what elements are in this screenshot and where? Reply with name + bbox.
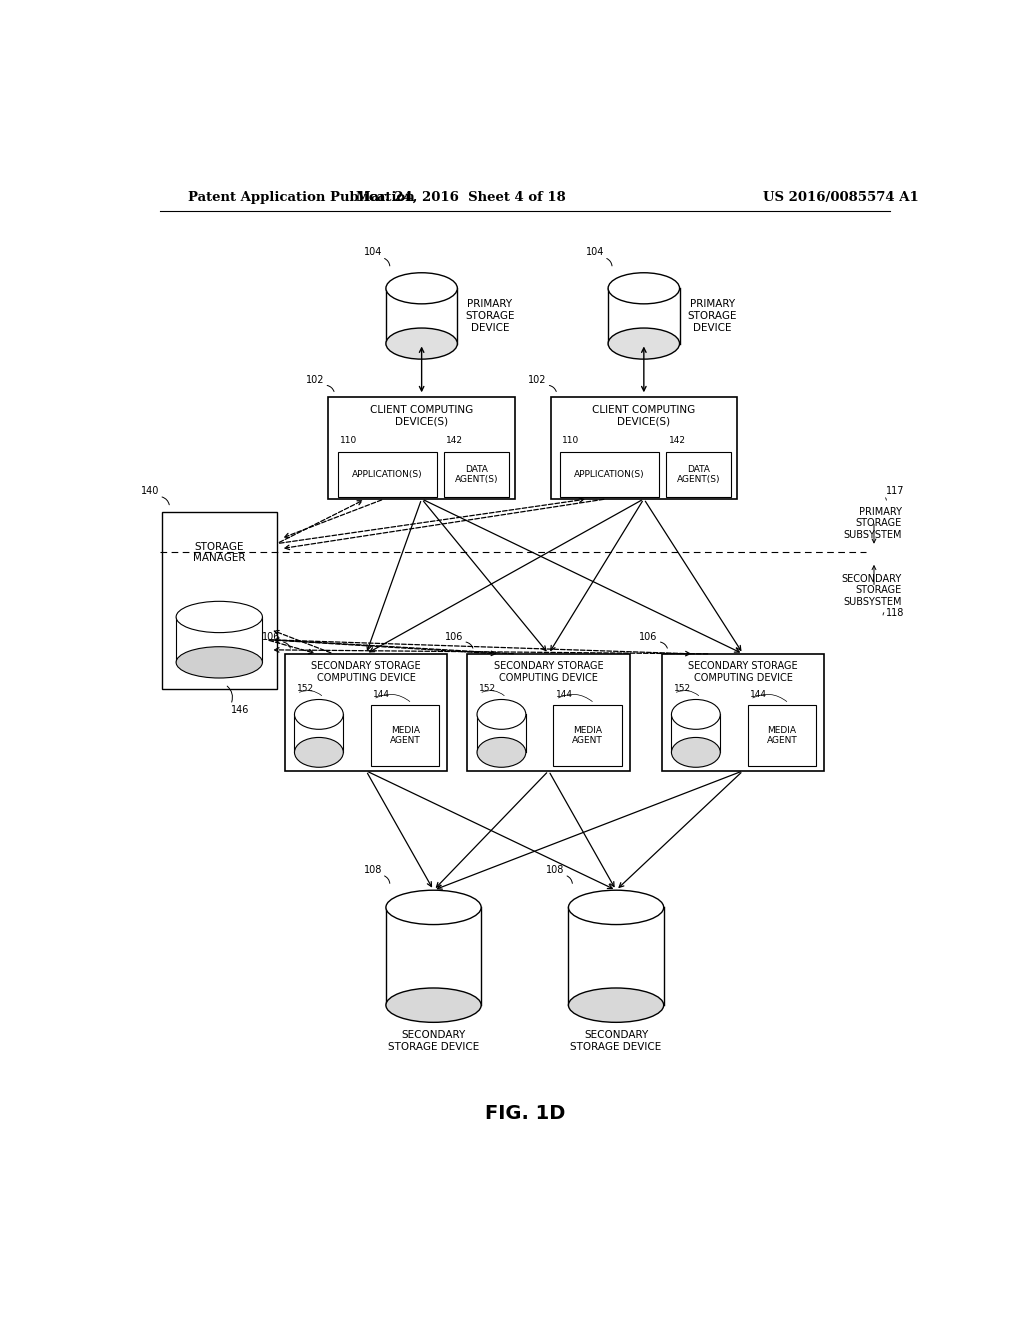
Bar: [551, 397, 737, 499]
Text: APPLICATION(S): APPLICATION(S): [352, 470, 423, 479]
Bar: [386, 907, 481, 1005]
Text: PRIMARY
STORAGE
DEVICE: PRIMARY STORAGE DEVICE: [687, 300, 737, 333]
Text: SECONDARY STORAGE
COMPUTING DEVICE: SECONDARY STORAGE COMPUTING DEVICE: [494, 661, 603, 682]
Ellipse shape: [176, 602, 262, 632]
Bar: [329, 397, 515, 499]
Bar: [667, 453, 731, 496]
Ellipse shape: [568, 987, 664, 1023]
Text: APPLICATION(S): APPLICATION(S): [574, 470, 645, 479]
Ellipse shape: [386, 890, 481, 924]
Ellipse shape: [568, 890, 664, 924]
Text: MEDIA
AGENT: MEDIA AGENT: [390, 726, 421, 746]
Ellipse shape: [176, 647, 262, 678]
Text: 144: 144: [374, 690, 390, 700]
Text: 106: 106: [444, 632, 463, 642]
Text: SECONDARY
STORAGE DEVICE: SECONDARY STORAGE DEVICE: [570, 1031, 662, 1052]
Text: SECONDARY
STORAGE DEVICE: SECONDARY STORAGE DEVICE: [388, 1031, 479, 1052]
Bar: [162, 512, 276, 689]
Text: 152: 152: [479, 684, 497, 693]
Text: 140: 140: [141, 486, 160, 496]
Bar: [386, 288, 458, 343]
Ellipse shape: [386, 987, 481, 1023]
Text: 152: 152: [674, 684, 691, 693]
Text: 152: 152: [297, 684, 314, 693]
Bar: [371, 705, 439, 766]
Bar: [444, 453, 509, 496]
Text: SECONDARY STORAGE
COMPUTING DEVICE: SECONDARY STORAGE COMPUTING DEVICE: [688, 661, 798, 682]
Ellipse shape: [672, 700, 720, 730]
Text: 106: 106: [262, 632, 281, 642]
Bar: [608, 288, 680, 343]
Text: MEDIA
AGENT: MEDIA AGENT: [572, 726, 603, 746]
Text: 118: 118: [886, 607, 904, 618]
Text: DATA
AGENT(S): DATA AGENT(S): [677, 465, 721, 484]
Text: 104: 104: [364, 247, 382, 257]
Text: 144: 144: [556, 690, 572, 700]
Ellipse shape: [477, 738, 526, 767]
Text: 108: 108: [546, 865, 564, 875]
Text: CLIENT COMPUTING
DEVICE(S): CLIENT COMPUTING DEVICE(S): [370, 405, 473, 426]
Text: 102: 102: [528, 375, 547, 385]
Text: US 2016/0085574 A1: US 2016/0085574 A1: [763, 190, 919, 203]
Bar: [662, 653, 824, 771]
Text: MEDIA
AGENT: MEDIA AGENT: [767, 726, 798, 746]
Text: 102: 102: [306, 375, 325, 385]
Bar: [295, 714, 343, 752]
Text: 106: 106: [639, 632, 657, 642]
Text: PRIMARY
STORAGE
SUBSYSTEM: PRIMARY STORAGE SUBSYSTEM: [843, 507, 902, 540]
Ellipse shape: [295, 738, 343, 767]
Bar: [477, 714, 526, 752]
Text: PRIMARY
STORAGE
DEVICE: PRIMARY STORAGE DEVICE: [465, 300, 515, 333]
Ellipse shape: [386, 329, 458, 359]
Text: DATA
AGENT(S): DATA AGENT(S): [455, 465, 499, 484]
Text: CLIENT COMPUTING
DEVICE(S): CLIENT COMPUTING DEVICE(S): [592, 405, 695, 426]
Text: 146: 146: [230, 705, 249, 714]
Ellipse shape: [672, 738, 720, 767]
Ellipse shape: [386, 273, 458, 304]
Bar: [560, 453, 658, 496]
Ellipse shape: [477, 700, 526, 730]
Text: 142: 142: [446, 436, 464, 445]
Bar: [568, 907, 664, 1005]
Text: 142: 142: [669, 436, 686, 445]
Text: 108: 108: [364, 865, 382, 875]
Bar: [176, 616, 262, 663]
Text: STORAGE
MANAGER: STORAGE MANAGER: [193, 541, 246, 564]
Text: 104: 104: [586, 247, 604, 257]
Bar: [672, 714, 720, 752]
Text: 110: 110: [562, 436, 580, 445]
Bar: [338, 453, 436, 496]
Text: Mar. 24, 2016  Sheet 4 of 18: Mar. 24, 2016 Sheet 4 of 18: [356, 190, 566, 203]
Bar: [748, 705, 816, 766]
Text: 144: 144: [751, 690, 767, 700]
Text: FIG. 1D: FIG. 1D: [484, 1105, 565, 1123]
Bar: [554, 705, 622, 766]
Ellipse shape: [295, 700, 343, 730]
Ellipse shape: [608, 329, 680, 359]
Text: 110: 110: [340, 436, 357, 445]
Bar: [467, 653, 630, 771]
Text: SECONDARY
STORAGE
SUBSYSTEM: SECONDARY STORAGE SUBSYSTEM: [842, 574, 902, 607]
Text: SECONDARY STORAGE
COMPUTING DEVICE: SECONDARY STORAGE COMPUTING DEVICE: [311, 661, 421, 682]
Bar: [285, 653, 447, 771]
Text: 117: 117: [886, 486, 904, 496]
Ellipse shape: [608, 273, 680, 304]
Text: Patent Application Publication: Patent Application Publication: [187, 190, 415, 203]
